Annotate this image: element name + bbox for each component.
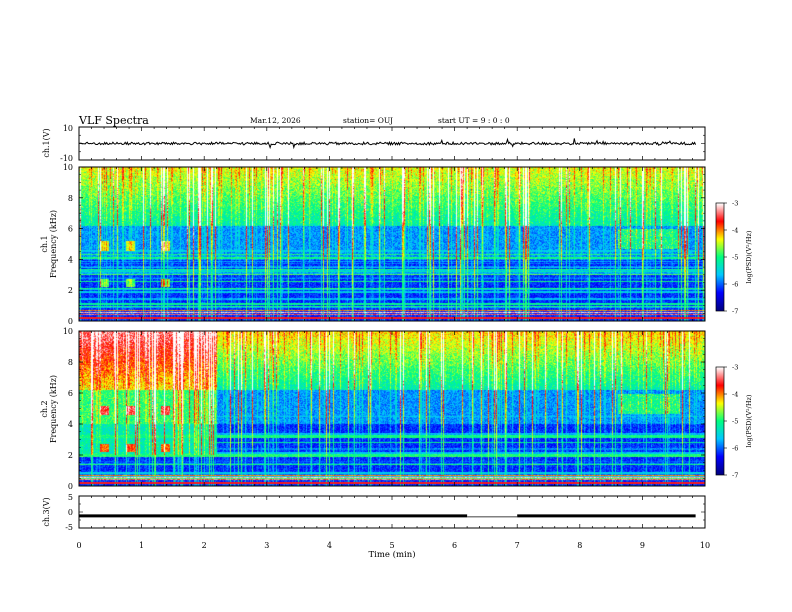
ch1-spectrogram-image: [79, 167, 705, 321]
ch2-spec-channel-label: ch.2: [40, 400, 49, 417]
x-tick-label: 7: [515, 541, 520, 550]
y-tick-label: 6: [68, 389, 73, 398]
date-label: Mar.12, 2026: [250, 116, 301, 125]
colorbar-tick-label: -4: [732, 227, 738, 235]
ch2-colorbar-label: log(PSD)(V²/Hz): [745, 394, 753, 447]
colorbar-tick-label: -7: [732, 308, 738, 316]
x-tick-label: 5: [389, 541, 394, 550]
colorbar-tick-label: -3: [732, 200, 738, 208]
x-tick-label: 1: [139, 541, 144, 550]
y-tick-label: 6: [68, 225, 73, 234]
colorbar-tick-label: -6: [732, 445, 738, 453]
ch2-spec-yticks: 0 2 4 6 8 10: [63, 327, 705, 491]
x-tick-label: 9: [640, 541, 645, 550]
ch2-spec-ylabel: Frequency (kHz): [49, 375, 58, 443]
y-tick-label: 8: [68, 194, 73, 203]
ch1-ytick-bottom: -10: [60, 154, 73, 163]
ch1-colorbar-ticks: -3 -4 -5 -6 -7: [724, 200, 738, 316]
colorbar-tick-label: -6: [732, 281, 738, 289]
ch1-colorbar: [716, 203, 724, 311]
ch3-ytick-bottom: -5: [65, 523, 73, 532]
y-tick-label: 2: [68, 451, 73, 460]
ch1-waveform-panel: 10 -10 ch.1(V): [42, 124, 706, 163]
ch1-ylabel: ch.1(V): [42, 128, 51, 157]
x-tick-label: 6: [452, 541, 457, 550]
y-tick-label: 8: [68, 358, 73, 367]
ch1-spec-channel-label: ch.1: [40, 235, 49, 252]
ch1-waveform-line: [79, 137, 697, 150]
ch3-ytick-mid: 0: [68, 508, 73, 517]
y-tick-label: 2: [68, 286, 73, 295]
ch2-colorbar: [716, 367, 724, 475]
y-tick-label: 4: [68, 420, 73, 429]
colorbar-tick-label: -5: [732, 418, 738, 426]
y-tick-label: 4: [68, 255, 73, 264]
y-tick-label: 10: [63, 327, 73, 336]
x-tick-label: 2: [202, 541, 207, 550]
x-tick-label: 3: [264, 541, 269, 550]
colorbar-tick-label: -5: [732, 254, 738, 262]
x-tick-label: 8: [577, 541, 582, 550]
time-axis-label: Time (min): [368, 549, 415, 560]
ch1-ytick-top: 10: [63, 124, 73, 133]
ch2-spectrogram-image: [79, 331, 705, 486]
y-tick-label: 10: [63, 163, 73, 172]
x-tick-label: 10: [700, 541, 710, 550]
colorbar-tick-label: -4: [732, 391, 738, 399]
ch3-ylabel: ch.3(V): [42, 497, 51, 526]
colorbar-tick-label: -7: [732, 472, 738, 480]
y-tick-label: 0: [68, 482, 73, 491]
ch1-colorbar-label: log(PSD)(V²/Hz): [745, 230, 753, 283]
ch3-ytick-top: 5: [68, 493, 73, 502]
time-axis-ticks: [78, 126, 706, 529]
ch1-spec-ylabel: Frequency (kHz): [49, 210, 58, 278]
time-axis-labels: 0 1 2 3 4 5 6 7 8 9 10: [76, 541, 710, 550]
figure-title: VLF Spectra: [78, 114, 149, 127]
y-tick-label: 0: [68, 317, 73, 326]
x-tick-label: 0: [76, 541, 81, 550]
colorbar-tick-label: -3: [732, 364, 738, 372]
station-label: station= OUJ: [343, 116, 393, 125]
start-time-label: start UT = 9 : 0 : 0: [438, 116, 510, 125]
x-tick-label: 4: [327, 541, 332, 550]
ch2-colorbar-ticks: -3 -4 -5 -6 -7: [724, 364, 738, 480]
